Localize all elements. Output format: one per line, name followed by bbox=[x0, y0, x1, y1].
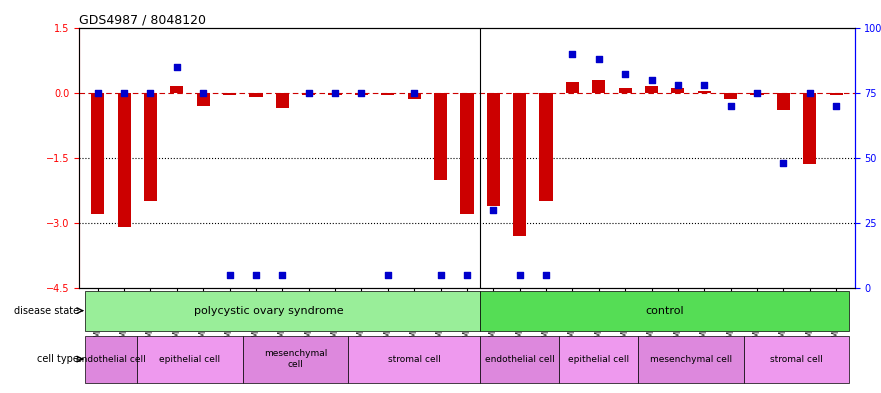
Point bbox=[223, 272, 237, 278]
Bar bbox=[381, 93, 395, 95]
FancyBboxPatch shape bbox=[559, 336, 639, 382]
Point bbox=[196, 90, 211, 96]
Bar bbox=[592, 80, 605, 93]
Bar bbox=[329, 93, 342, 95]
Point bbox=[645, 77, 659, 83]
Point bbox=[670, 82, 685, 88]
Bar bbox=[618, 88, 632, 93]
Point bbox=[275, 272, 289, 278]
Text: endothelial cell: endothelial cell bbox=[76, 354, 146, 364]
Point bbox=[144, 90, 158, 96]
Point bbox=[249, 272, 263, 278]
FancyBboxPatch shape bbox=[744, 336, 849, 382]
Bar bbox=[91, 93, 104, 215]
Bar bbox=[724, 93, 737, 99]
Bar bbox=[170, 86, 183, 93]
Text: stromal cell: stromal cell bbox=[770, 354, 823, 364]
Bar bbox=[117, 93, 130, 228]
Bar bbox=[830, 93, 843, 95]
Bar bbox=[355, 93, 368, 95]
Text: polycystic ovary syndrome: polycystic ovary syndrome bbox=[195, 306, 344, 316]
Text: endothelial cell: endothelial cell bbox=[485, 354, 554, 364]
Point bbox=[750, 90, 764, 96]
Point bbox=[381, 272, 395, 278]
Bar bbox=[434, 93, 448, 180]
Point bbox=[486, 207, 500, 213]
Text: control: control bbox=[646, 306, 684, 316]
Bar bbox=[302, 93, 315, 95]
Point bbox=[354, 90, 368, 96]
Text: mesenchymal
cell: mesenchymal cell bbox=[263, 349, 327, 369]
FancyBboxPatch shape bbox=[85, 290, 480, 331]
FancyBboxPatch shape bbox=[480, 336, 559, 382]
Point bbox=[566, 50, 580, 57]
Point bbox=[91, 90, 105, 96]
Bar bbox=[539, 93, 552, 201]
Point bbox=[460, 272, 474, 278]
Point bbox=[328, 90, 342, 96]
Bar bbox=[486, 93, 500, 206]
Point bbox=[170, 64, 184, 70]
Bar bbox=[144, 93, 157, 201]
FancyBboxPatch shape bbox=[243, 336, 348, 382]
Point bbox=[829, 103, 843, 109]
Bar bbox=[408, 93, 421, 99]
Point bbox=[539, 272, 553, 278]
Point bbox=[697, 82, 711, 88]
FancyBboxPatch shape bbox=[639, 336, 744, 382]
Point bbox=[803, 90, 817, 96]
Point bbox=[776, 160, 790, 166]
FancyBboxPatch shape bbox=[85, 336, 137, 382]
FancyBboxPatch shape bbox=[137, 336, 243, 382]
Text: epithelial cell: epithelial cell bbox=[159, 354, 220, 364]
Point bbox=[433, 272, 448, 278]
FancyBboxPatch shape bbox=[480, 290, 849, 331]
Bar bbox=[803, 93, 817, 164]
Text: stromal cell: stromal cell bbox=[388, 354, 440, 364]
Point bbox=[407, 90, 421, 96]
Point bbox=[301, 90, 315, 96]
Bar bbox=[249, 93, 263, 97]
Point bbox=[513, 272, 527, 278]
FancyBboxPatch shape bbox=[348, 336, 480, 382]
Bar bbox=[223, 93, 236, 95]
Bar bbox=[566, 82, 579, 93]
Text: epithelial cell: epithelial cell bbox=[568, 354, 629, 364]
Text: cell type: cell type bbox=[37, 354, 78, 364]
Bar bbox=[645, 86, 658, 93]
Point bbox=[618, 71, 633, 77]
Bar bbox=[461, 93, 473, 215]
Bar bbox=[671, 88, 685, 93]
Bar bbox=[513, 93, 526, 236]
Bar bbox=[276, 93, 289, 108]
Text: disease state: disease state bbox=[13, 306, 78, 316]
Bar bbox=[751, 93, 764, 95]
Point bbox=[117, 90, 131, 96]
Text: GDS4987 / 8048120: GDS4987 / 8048120 bbox=[79, 13, 206, 26]
Bar bbox=[698, 90, 711, 93]
Point bbox=[592, 56, 606, 62]
Point bbox=[723, 103, 737, 109]
Bar bbox=[777, 93, 790, 110]
Bar bbox=[196, 93, 210, 106]
Text: mesenchymal cell: mesenchymal cell bbox=[650, 354, 732, 364]
